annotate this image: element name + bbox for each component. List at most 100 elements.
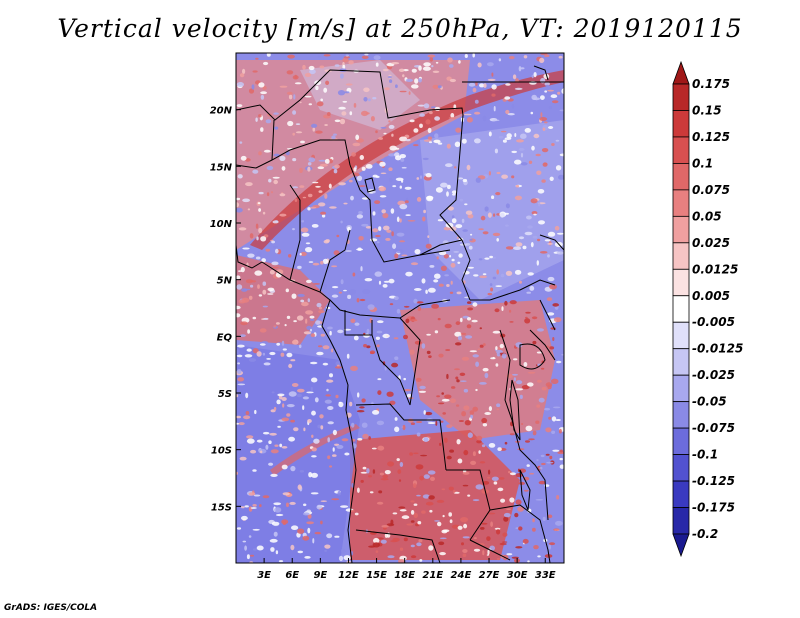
field-speckle [381,209,387,214]
field-speckle [375,550,379,553]
field-speckle [284,324,287,327]
field-speckle [306,279,312,284]
field-speckle [449,449,454,453]
colorbar-label: -0.05 [692,395,727,409]
field-speckle [402,74,405,78]
field-speckle [537,555,541,558]
field-speckle [445,163,453,168]
field-speckle [554,225,560,231]
field-speckle [281,340,285,346]
field-speckle [463,113,472,116]
field-speckle [322,258,329,265]
field-speckle [499,343,504,349]
field-speckle [555,520,563,526]
field-speckle [437,85,442,89]
field-speckle [269,269,275,275]
field-speckle [475,177,481,183]
field-speckle [441,392,445,395]
field-speckle [507,113,515,116]
field-speckle [422,157,429,161]
field-speckle [418,65,422,71]
field-speckle [368,436,371,440]
field-speckle [410,500,415,503]
field-speckle [517,448,525,451]
field-speckle [293,94,296,100]
field-speckle [365,164,373,169]
field-speckle [340,505,349,508]
field-speckle [260,450,263,454]
field-speckle [395,155,402,161]
field-speckle [527,371,536,374]
field-speckle [397,469,402,474]
field-speckle [296,315,304,321]
field-speckle [384,365,387,371]
field-speckle [505,246,514,250]
field-speckle [344,91,350,94]
field-speckle [265,444,269,450]
field-speckle [318,202,326,207]
field-speckle [374,271,383,277]
field-speckle [524,231,533,236]
field-speckle [282,348,287,351]
field-speckle [311,447,317,452]
field-speckle [525,425,533,432]
field-speckle [324,549,327,552]
field-speckle [248,88,255,94]
field-speckle [429,265,435,268]
field-speckle [256,236,259,241]
field-speckle [401,179,404,183]
field-speckle [450,262,456,268]
field-speckle [372,97,377,100]
field-speckle [242,198,251,203]
field-speckle [395,84,398,88]
field-speckle [525,440,530,443]
field-speckle [541,179,546,183]
field-speckle [472,53,476,58]
field-speckle [492,356,495,359]
field-speckle [526,215,532,220]
field-speckle [258,227,263,234]
field-speckle [429,111,433,115]
field-speckle [487,476,491,479]
field-speckle [462,471,470,475]
field-speckle [254,270,263,276]
field-speckle [473,537,477,540]
field-speckle [236,305,241,310]
field-speckle [547,243,553,245]
field-speckle [425,289,428,294]
field-speckle [509,300,517,305]
field-speckle [263,61,269,66]
field-speckle [338,401,342,404]
field-speckle [422,66,431,71]
field-speckle [487,292,493,296]
field-speckle [265,248,271,252]
field-speckle [439,552,446,556]
field-speckle [386,391,394,397]
field-speckle [509,321,514,323]
field-speckle [332,447,335,452]
field-speckle [479,344,484,348]
field-speckle [380,126,387,129]
field-speckle [307,419,312,423]
field-speckle [257,284,260,289]
field-speckle [533,72,537,78]
field-speckle [547,514,553,519]
colorbar-segment [672,454,690,482]
field-speckle [311,123,318,128]
lat-tick-label: 20N [210,106,233,117]
field-speckle [405,78,413,82]
field-speckle [300,251,307,257]
field-speckle [537,238,541,242]
field-speckle [393,337,399,340]
colorbar-segment [672,480,690,508]
field-speckle [438,402,445,405]
field-speckle [553,528,560,531]
field-speckle [555,165,562,171]
colorbar-label: 0.175 [692,77,730,91]
field-speckle [372,410,380,415]
field-speckle [446,143,451,149]
field-speckle [286,70,294,75]
field-speckle [450,280,453,285]
field-speckle [399,462,404,467]
field-speckle [542,127,546,131]
